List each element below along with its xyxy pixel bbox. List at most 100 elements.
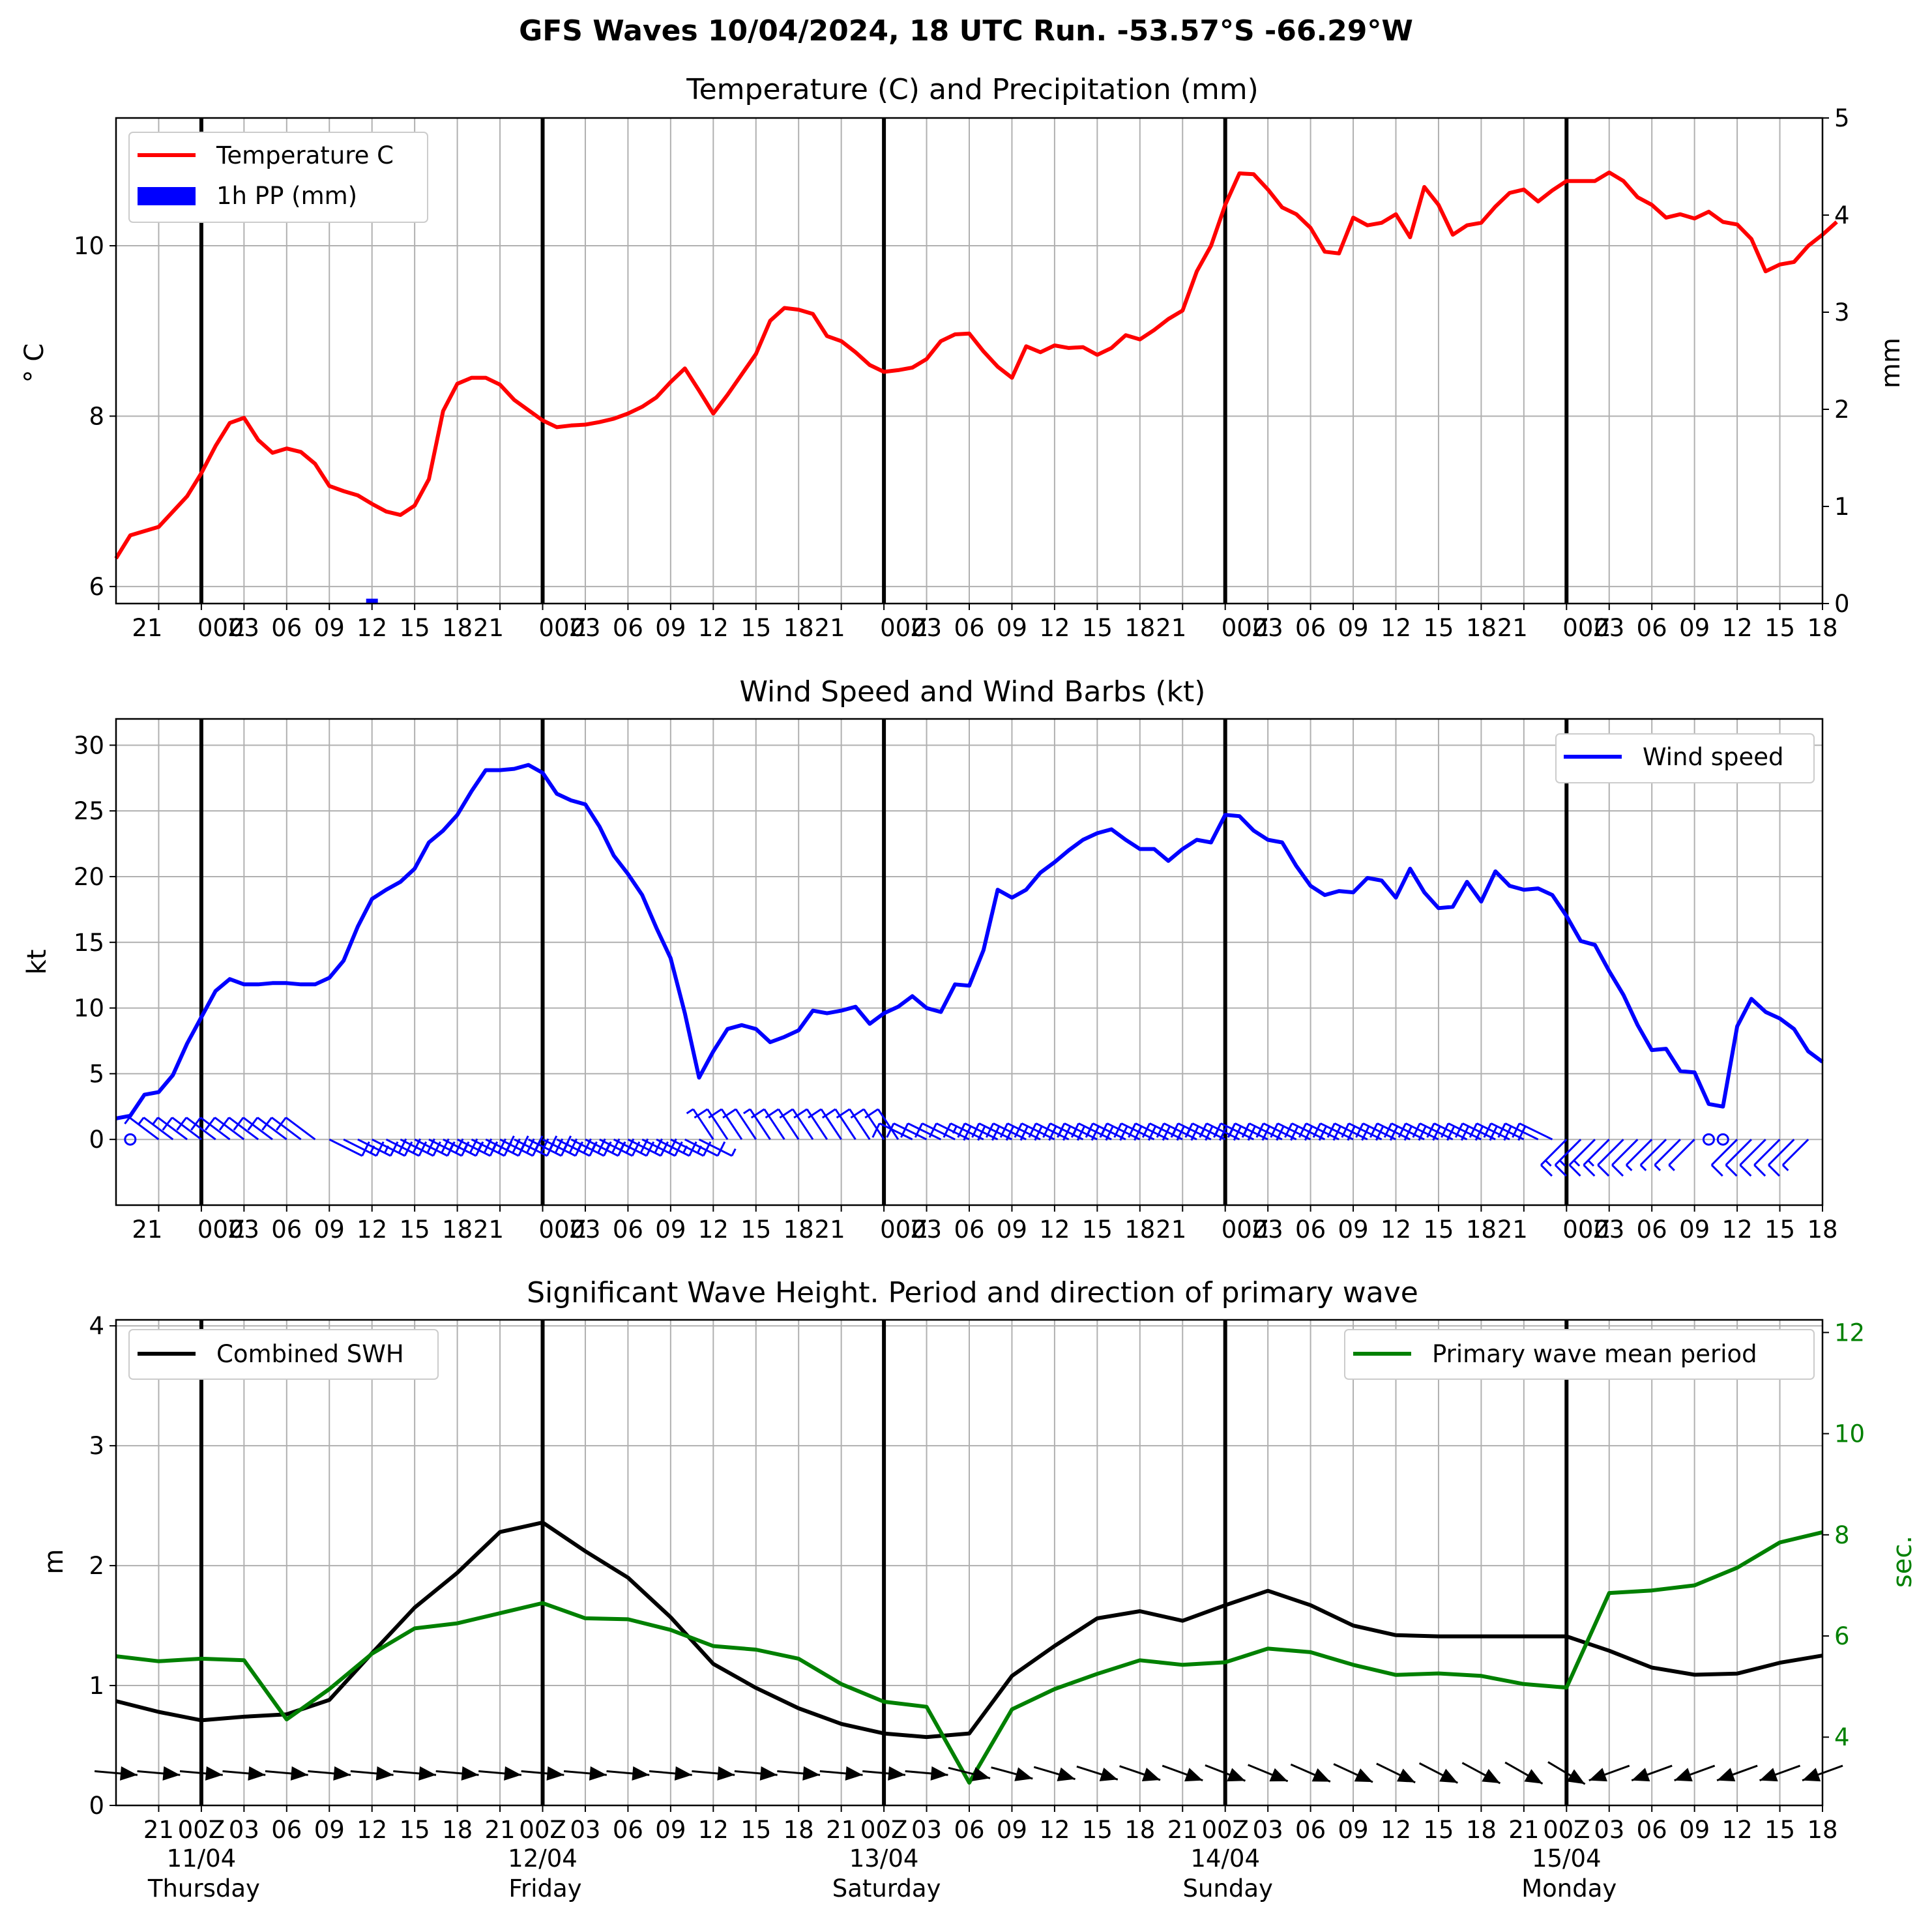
wind-barb-flag [722, 1108, 737, 1119]
x-tick-label: 18 [1124, 1216, 1155, 1244]
x-tick-label: 12 [1039, 614, 1070, 642]
wave-arrow-head [248, 1766, 266, 1781]
x-tick-label: 21 [473, 614, 504, 642]
wave-arrow-head [717, 1766, 735, 1781]
wind-barb-shaft [707, 1108, 729, 1141]
period-line [115, 1530, 1823, 1785]
wind-barb-calm [124, 1133, 137, 1146]
wind-barb-shaft [849, 1108, 871, 1141]
wind-barb-flag [1261, 1126, 1270, 1141]
wind-barb-flag [1213, 1122, 1222, 1138]
wind-barb-shaft [670, 1138, 704, 1157]
y-tick-label: 0 [89, 1792, 104, 1820]
x-tick-label: 21 [1156, 614, 1186, 642]
y2-axis-label-period: sec. [1888, 1536, 1918, 1588]
wave-arrow-head [802, 1766, 821, 1781]
wave-arrow-head [461, 1766, 479, 1781]
x-tick-label: 21 [1497, 1216, 1528, 1244]
wind-barb-flag [247, 1116, 259, 1131]
wind-barb-shaft [1768, 1139, 1795, 1166]
wind-barb-shaft [214, 1116, 245, 1141]
wind-barb-flag [1128, 1122, 1137, 1138]
wind-barb-shaft [1668, 1139, 1695, 1166]
x-tick-label: 06 [271, 614, 302, 642]
x-tick-label: 03 [229, 614, 259, 642]
wind-barb-shaft [1263, 1122, 1297, 1141]
wind-barb-flag [1768, 1164, 1781, 1177]
wind-barb-flag [1062, 1126, 1072, 1141]
wind-barb-flag [1517, 1126, 1527, 1141]
wind-barb-flag [1070, 1122, 1080, 1138]
wind-barb-flag [190, 1116, 201, 1131]
x-tick-label: 21 [485, 1816, 516, 1844]
wind-barb-shaft [820, 1108, 842, 1141]
x-tick-label: 12 [1722, 1216, 1753, 1244]
wind-barb-shaft [528, 1138, 562, 1157]
wind-barb-flag [1227, 1122, 1237, 1138]
wind-barb-flag [1725, 1164, 1738, 1177]
wind-barb-flag [1426, 1122, 1435, 1138]
wind-barb-shaft [171, 1116, 202, 1141]
wind-barbs [124, 1108, 1809, 1177]
wind-barb-flag [1304, 1126, 1313, 1141]
wind-barb-shaft [428, 1138, 463, 1157]
wind-barb-shaft [228, 1116, 259, 1141]
wind-barb-half-flag [1654, 1164, 1661, 1171]
wind-barb-shaft [329, 1138, 363, 1157]
wind-barb-flag [1611, 1164, 1624, 1177]
wind-barb-flag [1469, 1122, 1478, 1138]
wind-barb-flag [1034, 1126, 1043, 1141]
legend-box [1555, 733, 1815, 783]
wind-barb-shaft [1164, 1122, 1197, 1141]
x-day-date-label: 11/04 [167, 1845, 237, 1873]
wind-barb-shaft [485, 1138, 520, 1157]
wind-barb-shaft [935, 1122, 970, 1141]
wind-barb-shaft [1504, 1122, 1539, 1141]
wind-barb-shaft [1177, 1122, 1212, 1141]
wind-barb-flag [1048, 1126, 1057, 1141]
wind-barb-flag [793, 1108, 808, 1119]
x-tick-label: 18 [1124, 614, 1155, 642]
wind-barb-shaft [1739, 1139, 1766, 1166]
x-tick-label: 00Z [178, 1816, 225, 1844]
wave-arrow-head [1396, 1768, 1416, 1783]
wind-barb-flag [836, 1108, 851, 1119]
wind-barb-flag [1454, 1122, 1464, 1138]
y-tick-label: 25 [74, 797, 104, 825]
wind-barb-half-flag [686, 1108, 694, 1115]
y2-tick-label: 2 [1834, 396, 1850, 424]
wind-barb-shaft [879, 1122, 913, 1141]
x-tick-label: 06 [954, 614, 984, 642]
legend-period-label: Primary wave mean period [1432, 1340, 1757, 1368]
wave-arrow-head [674, 1766, 692, 1781]
wind-barb-flag [1298, 1122, 1308, 1138]
panel-grid [116, 719, 1822, 1205]
x-tick-label: 18 [442, 614, 473, 642]
wind-barb-shaft [1120, 1122, 1155, 1141]
wind-barb-flag [1753, 1164, 1766, 1177]
x-tick-label: 06 [954, 1216, 984, 1244]
wind-barb-flag [1176, 1126, 1185, 1141]
wind-barb-flag [850, 1108, 865, 1119]
wind-barb-shaft [1725, 1139, 1752, 1166]
wind-barb-flag [1332, 1126, 1341, 1141]
wind-barb-shaft [1781, 1139, 1809, 1166]
wind-barb-shaft [1519, 1122, 1553, 1141]
wind-barb-shaft [1078, 1122, 1112, 1141]
y2-tick-label: 1 [1834, 493, 1850, 521]
x-tick-label: 09 [1679, 1216, 1710, 1244]
wind-barb-shaft [242, 1116, 273, 1141]
x-tick-label: 15 [1423, 614, 1454, 642]
wind-barb-shaft [157, 1116, 188, 1141]
wind-barb-flag [943, 1122, 952, 1138]
wave-arrow-head [375, 1766, 394, 1781]
x-tick-label: 03 [229, 1216, 259, 1244]
wind-barb-shaft [514, 1138, 548, 1157]
wind-barb-flag [1184, 1122, 1193, 1138]
y-axis-label-wind: kt [22, 950, 52, 975]
wind-barb-shaft [1540, 1139, 1568, 1166]
wind-barb-flag [1042, 1122, 1051, 1138]
x-tick-label: 21 [1156, 1216, 1186, 1244]
x-tick-label: 03 [1253, 614, 1283, 642]
